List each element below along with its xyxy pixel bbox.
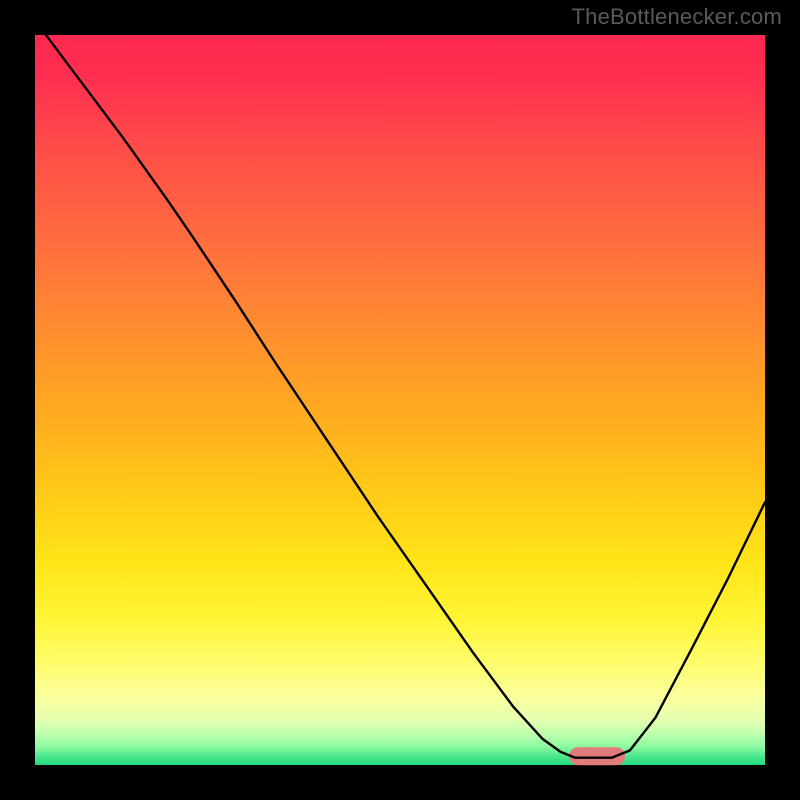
watermark-text: TheBottlenecker.com (572, 4, 782, 30)
bottleneck-curve-chart (0, 0, 800, 800)
gradient-background (35, 35, 765, 765)
